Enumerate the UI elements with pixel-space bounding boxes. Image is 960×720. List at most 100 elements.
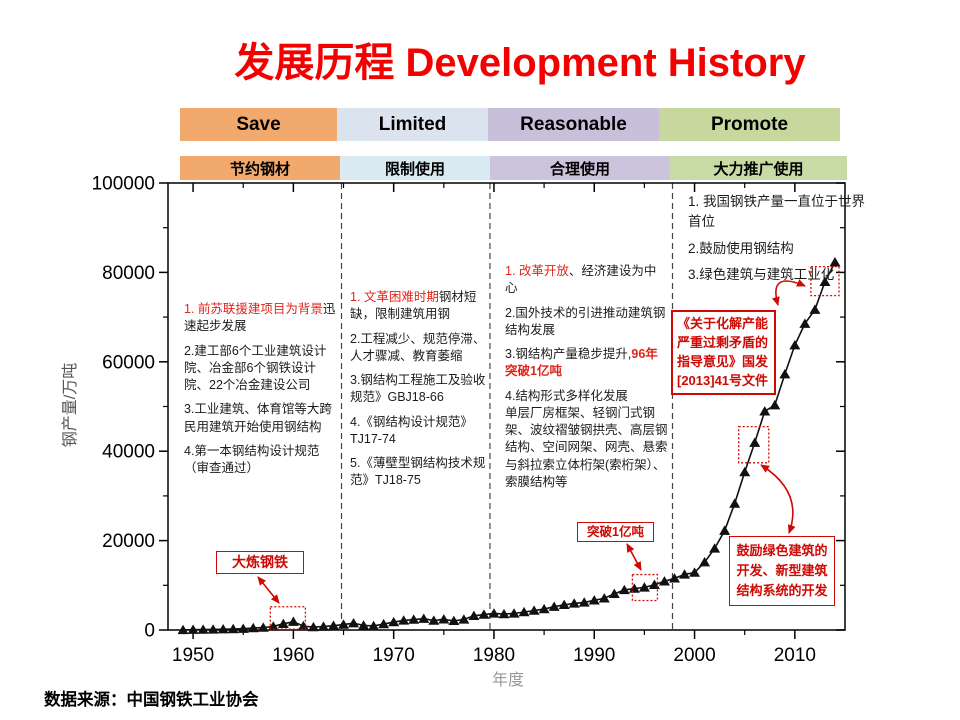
series-marker-triangle <box>257 622 269 632</box>
y-tick-label: 20000 <box>102 531 155 552</box>
y-tick-label: 40000 <box>102 442 155 463</box>
series-marker-triangle <box>729 498 741 508</box>
series-marker-triangle <box>779 369 791 379</box>
callout-policy-2013: 《关于化解产能 严重过剩矛盾的 指导意见》国发 [2013]41号文件 <box>671 310 776 396</box>
annotation-item: 1. 我国钢铁产量一直位于世界首位 <box>688 194 866 230</box>
series-marker-triangle <box>227 623 239 634</box>
series-marker-triangle <box>679 569 691 579</box>
annotation-item: 3.工业建筑、体育馆等大跨民用建筑开始使用钢结构 <box>184 402 332 434</box>
annotation-item: 3.绿色建筑与建筑工业化 <box>688 266 835 282</box>
annotation-item: 5.《薄壁型钢结构技术规范》TJ18-75 <box>350 456 486 488</box>
series-marker-triangle <box>378 618 390 629</box>
series-marker-triangle <box>739 466 751 477</box>
series-marker-triangle <box>438 614 450 624</box>
series-marker-triangle <box>247 622 259 633</box>
phase-band-limited: Limited <box>337 108 488 141</box>
series-marker-triangle <box>568 598 580 608</box>
series-marker-triangle <box>799 318 811 328</box>
annotation-limited-period: 1. 文革困难时期钢材短缺，限制建筑用钢 2.工程减少、规范停滞、人才骤减、教育萎… <box>350 289 491 497</box>
series-marker-triangle <box>578 597 590 607</box>
callout-100m-tons: 突破1亿吨 <box>577 522 654 542</box>
series-marker-triangle <box>759 406 771 416</box>
phase-band-promote-zh: 大力推广使用 <box>670 156 847 180</box>
series-marker-triangle <box>518 606 530 617</box>
x-tick-label: 1980 <box>473 645 515 666</box>
phase-band-reasonable: Reasonable <box>488 108 659 141</box>
annotation-item: 2.国外技术的引进推动建筑钢结构发展 <box>505 305 666 337</box>
y-tick-label: 80000 <box>102 263 155 284</box>
x-tick-label: 2010 <box>774 645 816 666</box>
series-marker-triangle <box>628 583 640 593</box>
series-marker-triangle <box>187 624 199 634</box>
callout-arrow <box>257 576 280 604</box>
series-marker-triangle <box>699 557 711 567</box>
series-marker-triangle <box>829 257 841 267</box>
phase-band-promote: Promote <box>659 108 840 141</box>
series-marker-triangle <box>307 621 319 632</box>
series-marker-triangle <box>287 616 299 626</box>
series-marker-triangle <box>498 608 510 619</box>
x-tick-label: 2000 <box>673 645 715 666</box>
callout-arrow <box>626 543 642 571</box>
x-tick-label: 1950 <box>172 645 214 666</box>
page-title: 发展历程 Development History <box>234 41 806 85</box>
y-axis-label: 钢产量/万吨 <box>62 362 79 448</box>
series-marker-triangle <box>719 525 731 535</box>
series-marker-triangle <box>277 618 289 629</box>
series-marker-triangle <box>508 608 520 618</box>
annotation-item: 1. 前苏联援建项目为背景迅速起步发展 <box>184 302 336 334</box>
series-marker-triangle <box>448 615 460 626</box>
series-marker-triangle <box>428 615 440 625</box>
series-marker-triangle <box>528 605 540 615</box>
series-marker-triangle <box>598 593 610 603</box>
annotation-item: 4.《钢结构设计规范》TJ17-74 <box>350 414 473 446</box>
x-axis-label: 年度 <box>492 672 525 689</box>
series-marker-triangle <box>348 617 360 628</box>
series-marker-triangle <box>317 621 329 631</box>
series-marker-triangle <box>749 437 761 447</box>
annotation-item: 2.鼓励使用钢结构 <box>688 240 794 256</box>
y-tick-label: 100000 <box>92 174 155 195</box>
series-marker-triangle <box>538 603 550 614</box>
series-marker-triangle <box>478 609 490 619</box>
series-marker-triangle <box>468 610 480 620</box>
highlight-dotted-box <box>631 573 659 602</box>
series-marker-triangle <box>558 599 570 610</box>
series-marker-triangle <box>769 399 781 410</box>
annotation-item: 3.钢结构产量稳步提升,96年突破1亿吨 <box>505 347 658 379</box>
annotation-item: 2.工程减少、规范停滞、人才骤减、教育萎缩 <box>350 331 486 363</box>
series-marker-triangle <box>668 573 680 583</box>
callout-arrow <box>771 279 806 306</box>
phase-band-save: Save <box>180 108 337 141</box>
series-marker-triangle <box>618 584 630 595</box>
series-marker-triangle <box>207 624 219 634</box>
series-marker-triangle <box>658 576 670 586</box>
phase-band-reasonable-zh: 合理使用 <box>490 156 670 180</box>
series-marker-triangle <box>327 620 339 630</box>
series-marker-triangle <box>809 304 821 314</box>
series-marker-triangle <box>819 276 831 286</box>
annotation-item: 3.钢结构工程施工及验收规范》GBJ18-66 <box>350 373 486 405</box>
series-marker-triangle <box>709 543 721 553</box>
series-marker-triangle <box>388 616 400 627</box>
series-marker-triangle <box>297 620 309 631</box>
annotation-item: 1. 文革困难时期钢材短缺，限制建筑用钢 <box>350 290 477 322</box>
series-marker-triangle <box>689 567 701 577</box>
series-marker-triangle <box>789 339 801 350</box>
series-marker-triangle <box>338 619 350 629</box>
highlight-dotted-box <box>269 606 307 630</box>
phase-band-limited-zh: 限制使用 <box>340 156 490 180</box>
annotation-item: 4.第一本钢结构设计规范（审查通过） <box>184 443 320 475</box>
data-source: 数据来源：中国钢铁工业协会 <box>44 691 259 709</box>
series-marker-triangle <box>177 624 189 635</box>
callout-arrow <box>760 464 796 534</box>
y-tick-label: 0 <box>144 621 155 642</box>
series-marker-triangle <box>588 595 600 605</box>
series-marker-triangle <box>638 582 650 592</box>
series-marker-triangle <box>608 588 620 599</box>
highlight-dotted-box <box>738 425 770 464</box>
annotation-promote-period: 1. 我国钢铁产量一直位于世界首位 2.鼓励使用钢结构 3.绿色建筑与建筑工业化 <box>688 192 868 291</box>
series-marker-triangle <box>488 608 500 618</box>
series-marker-triangle <box>398 615 410 625</box>
